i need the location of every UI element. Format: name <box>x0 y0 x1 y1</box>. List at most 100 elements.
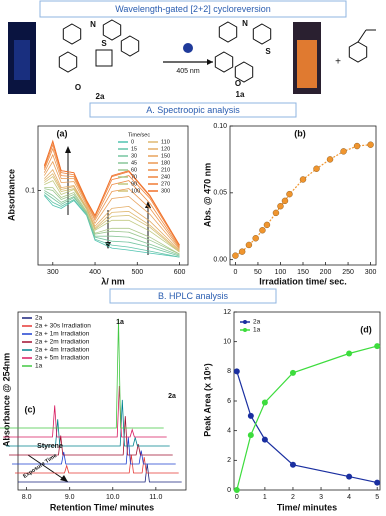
ring <box>234 61 254 83</box>
series-line <box>43 153 180 249</box>
ring <box>58 51 78 73</box>
y-axis-label: Absorbance <box>6 169 16 221</box>
data-point <box>286 190 293 198</box>
data-point <box>238 248 246 255</box>
legend-label: 2a + 2m Irradiation <box>35 339 90 346</box>
reactant-label: 2a <box>96 92 105 101</box>
ring <box>252 23 272 45</box>
x-tick-label: 4 <box>347 494 351 501</box>
x-axis-label: Time/ minutes <box>277 502 337 512</box>
y-tick-label: 0.10 <box>213 123 227 130</box>
y-tick-label: 0 <box>227 487 231 494</box>
legend-label: 2a <box>253 319 261 326</box>
ring <box>348 41 368 63</box>
legend-label: 30 <box>131 153 137 159</box>
data-point <box>346 350 353 357</box>
section-title: A. Spectroopic analysis <box>146 105 240 115</box>
data-point <box>263 221 271 229</box>
molecules <box>58 19 376 83</box>
data-point <box>277 202 284 210</box>
x-tick-label: 300 <box>47 269 59 276</box>
data-point <box>281 197 289 205</box>
x-tick-label: 9.0 <box>65 494 75 501</box>
y-tick-label: 0.05 <box>213 190 227 197</box>
x-tick-label: 150 <box>297 269 309 276</box>
cuvette-solution <box>297 40 317 88</box>
x-tick-label: 250 <box>342 269 354 276</box>
panel-label: (d) <box>360 324 372 334</box>
legend-label: 45 <box>131 160 137 166</box>
data-point <box>261 399 268 406</box>
y-axis-label: Peak Area (x 10⁵) <box>202 363 212 436</box>
legend-label: 180 <box>161 160 170 166</box>
y-tick-label: 2 <box>227 457 231 464</box>
series-line <box>43 143 180 247</box>
series-line <box>43 147 180 248</box>
series-line <box>236 345 378 491</box>
series-line <box>44 192 180 257</box>
legend-label: 100 <box>131 188 140 194</box>
y-tick-label: 12 <box>223 309 231 316</box>
series-line <box>236 371 378 484</box>
x-tick-label: 10.0 <box>106 494 120 501</box>
data-point <box>247 432 254 439</box>
ring <box>62 23 82 45</box>
arrow-head <box>207 59 213 65</box>
x-tick-label: 500 <box>131 269 143 276</box>
x-axis-label: λ/ nm <box>101 276 125 286</box>
panel-label: (a) <box>57 128 68 138</box>
legend-label: 270 <box>161 181 170 187</box>
series-line <box>44 176 180 253</box>
y-axis-label: Abs. @ 470 nm <box>202 163 212 227</box>
x-tick-label: 0 <box>235 494 239 501</box>
data-point <box>272 209 280 217</box>
legend-label: 2a + 30s Irradiation <box>35 323 91 330</box>
y-tick-label: 4 <box>227 428 231 435</box>
cuvette-solution <box>14 40 30 80</box>
legend-marker <box>243 320 247 324</box>
series-line <box>43 139 180 246</box>
data-point <box>374 343 381 350</box>
annotation: Exposure Time <box>22 453 58 480</box>
header-box <box>39 0 347 18</box>
data-point <box>299 176 307 183</box>
x-tick-label: 5 <box>375 494 379 501</box>
annotation: Styrene <box>37 443 63 450</box>
data-point <box>252 235 259 242</box>
data-point <box>340 148 347 155</box>
atom: O <box>75 83 81 92</box>
annotation: 1a <box>116 319 124 326</box>
legend-label: 15 <box>131 146 137 152</box>
x-axis-label: Irradiation time/ sec. <box>259 276 347 286</box>
atom: S <box>265 47 271 56</box>
atom: N <box>90 20 96 29</box>
ring <box>102 19 122 41</box>
atom: S <box>101 39 107 48</box>
legend-label: 150 <box>161 153 170 159</box>
legend-title: Time/sec <box>128 132 150 138</box>
data-point <box>259 227 266 234</box>
legend-label: 300 <box>161 188 170 194</box>
legend-label: 2a + 5m Irradiation <box>35 355 90 362</box>
x-tick-label: 50 <box>254 269 262 276</box>
y-tick-label: 0.1 <box>25 187 35 194</box>
y-tick-label: 0.00 <box>213 256 227 263</box>
data-point <box>353 142 361 150</box>
legend-marker <box>243 328 247 332</box>
legend-label: 60 <box>131 167 137 173</box>
data-point <box>247 412 254 419</box>
plus: + <box>335 57 341 68</box>
ring <box>214 51 234 73</box>
section-title: B. HPLC analysis <box>158 291 229 301</box>
x-tick-label: 400 <box>89 269 101 276</box>
x-tick-label: 100 <box>275 269 287 276</box>
plot-frame <box>233 311 381 491</box>
series-line <box>44 194 180 258</box>
x-tick-label: 8.0 <box>22 494 32 501</box>
legend-label: 70 <box>131 174 137 180</box>
data-point <box>261 436 268 443</box>
series-line <box>9 416 173 456</box>
section-box <box>89 102 297 118</box>
condition: 405 nm <box>176 68 200 75</box>
atom: N <box>242 19 248 28</box>
